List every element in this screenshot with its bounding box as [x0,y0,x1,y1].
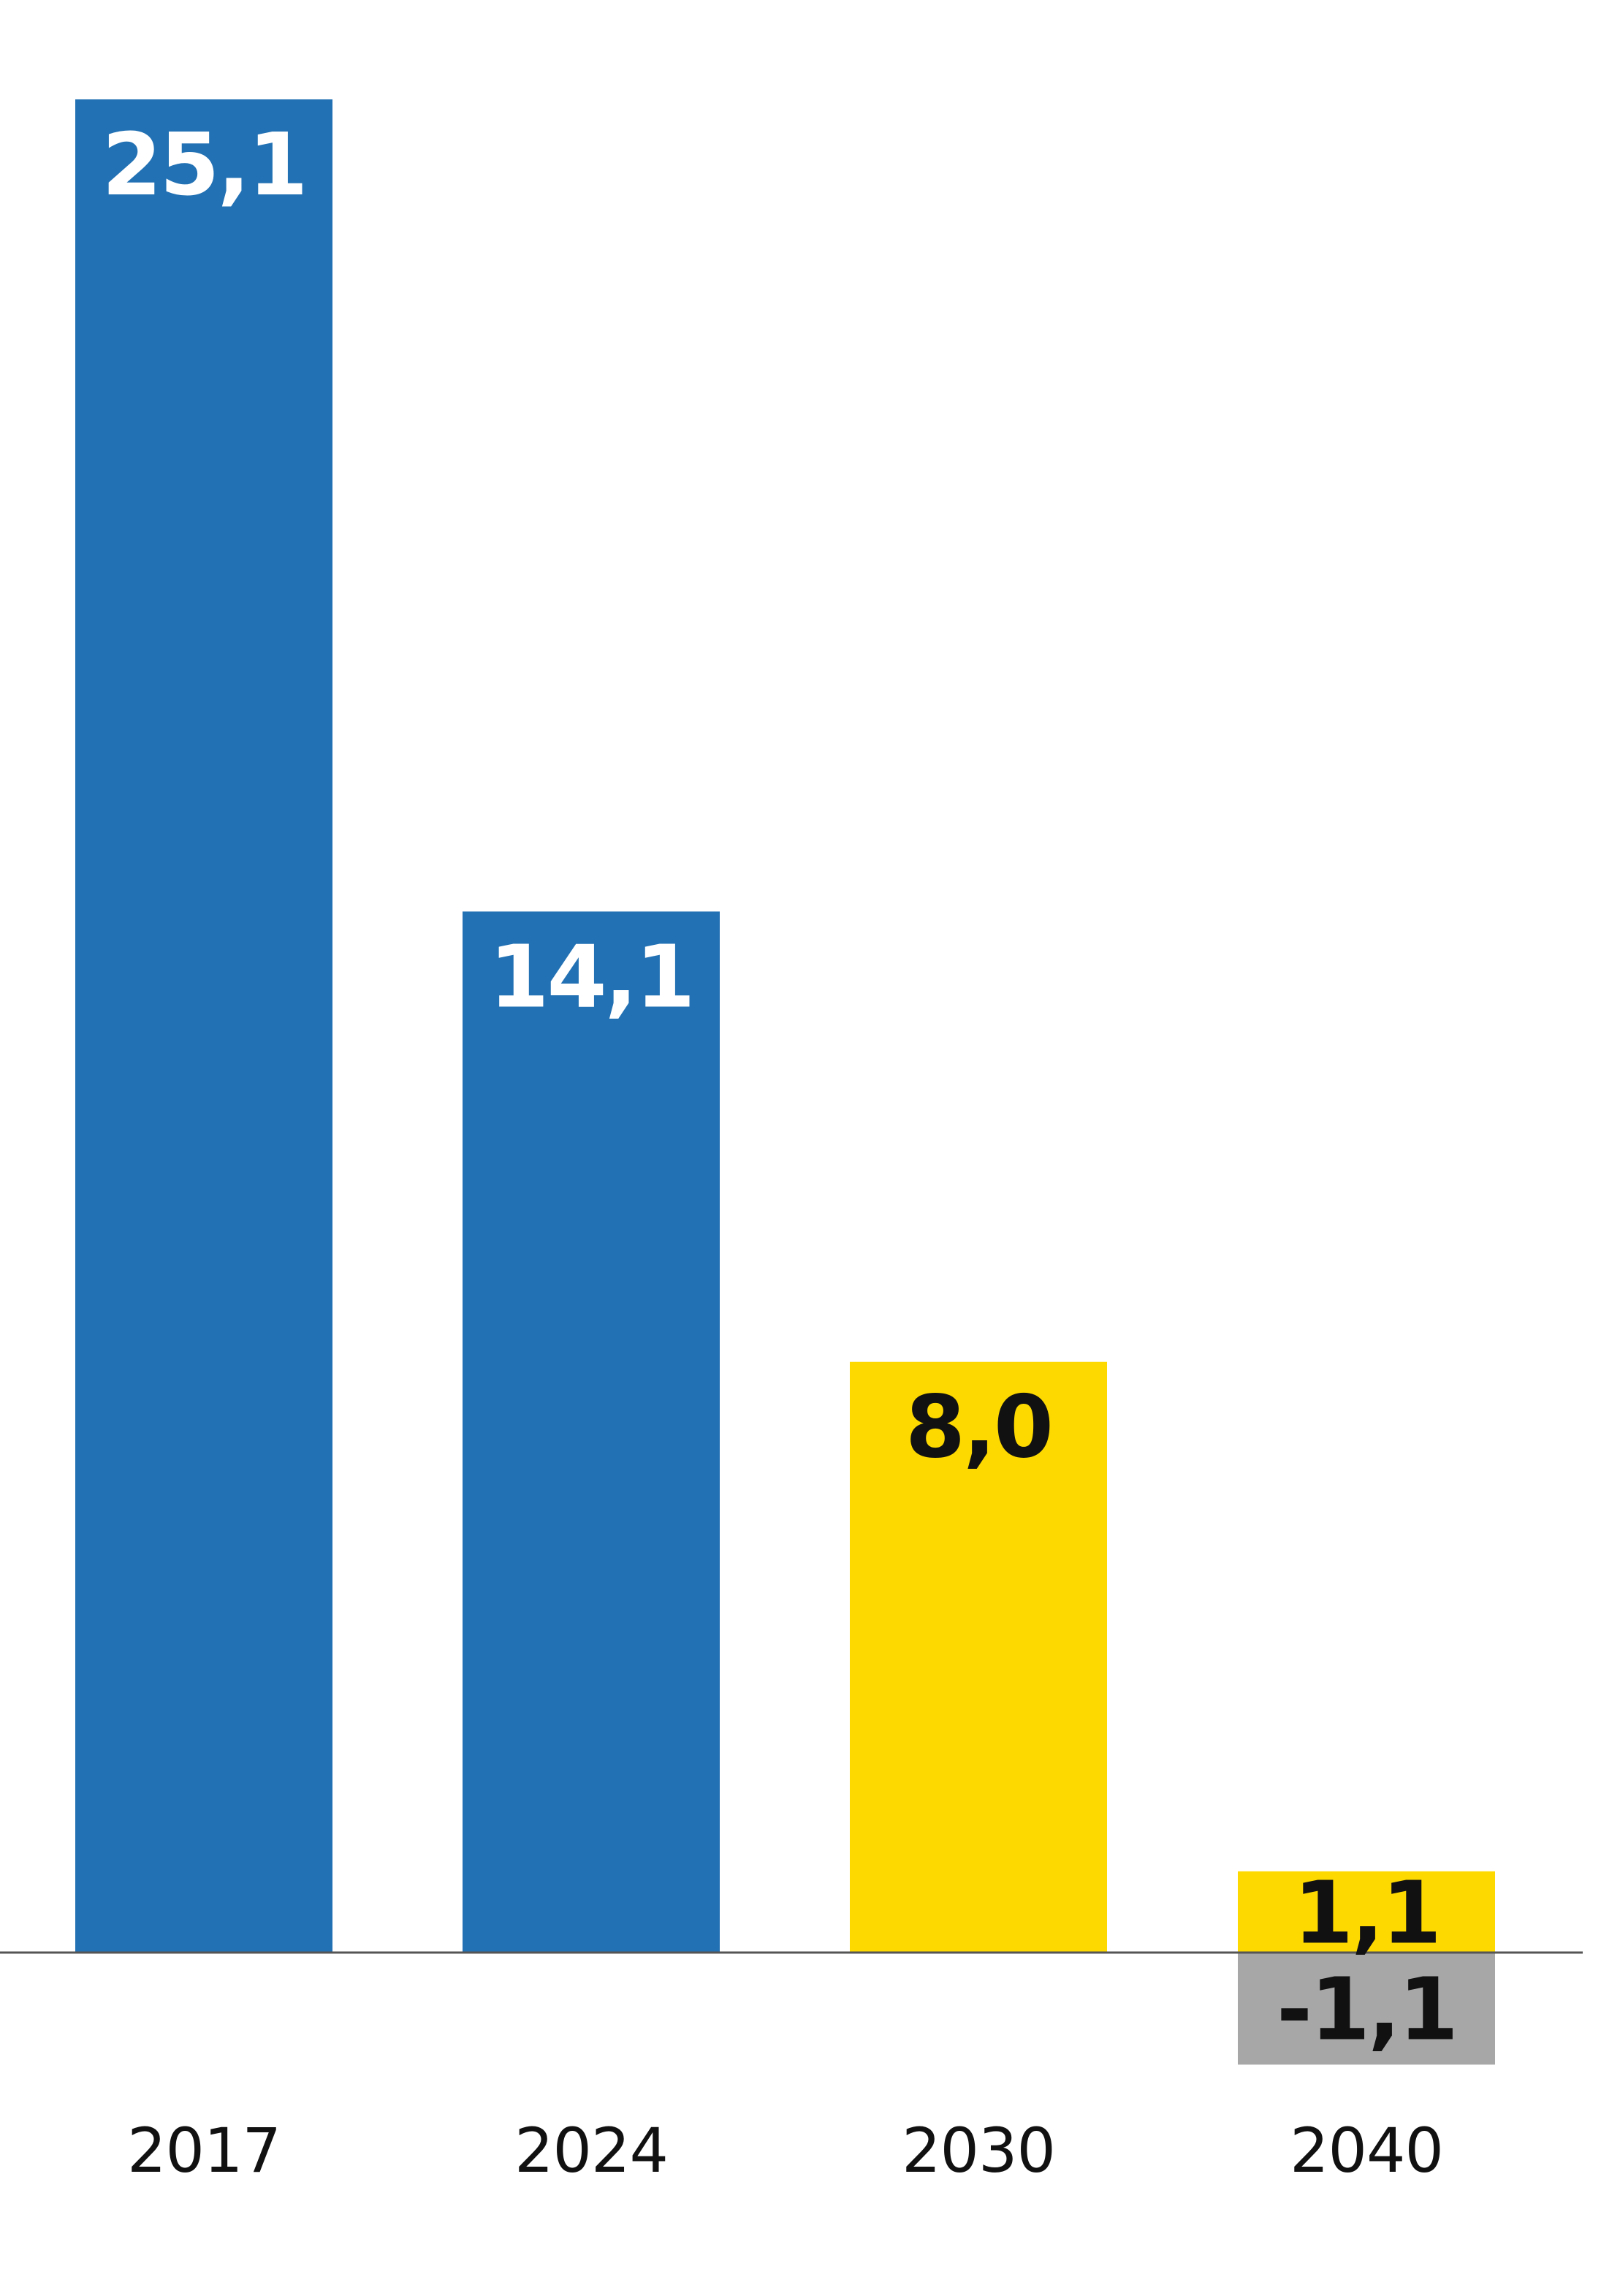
bar-2030 [850,1361,1107,1953]
bar-negative-label-2040: -1,1 [1277,1959,1456,2060]
bars-layer [75,99,1495,2065]
bar-2040 [1238,1871,1495,1953]
x-tick-label-2017: 2017 [127,2115,281,2186]
x-tick-label-2024: 2024 [514,2115,668,2186]
bar-value-label-2030: 8,0 [905,1377,1052,1478]
x-tick-label-2030: 2030 [902,2115,1055,2186]
labels-layer: 25,1 2017 14,1 2024 8,0 2030 1,1-1,1 2040 [102,114,1459,2186]
bar-value-label-2017: 25,1 [102,114,305,215]
bar-value-label-2024: 14,1 [489,926,693,1027]
x-tick-label-2040: 2040 [1290,2115,1443,2186]
bar-value-label-2040: 1,1 [1293,1862,1440,1963]
bar-2017 [75,99,332,1953]
bar-negative-2040 [1238,1953,1495,2065]
bar-2024 [463,911,720,1953]
